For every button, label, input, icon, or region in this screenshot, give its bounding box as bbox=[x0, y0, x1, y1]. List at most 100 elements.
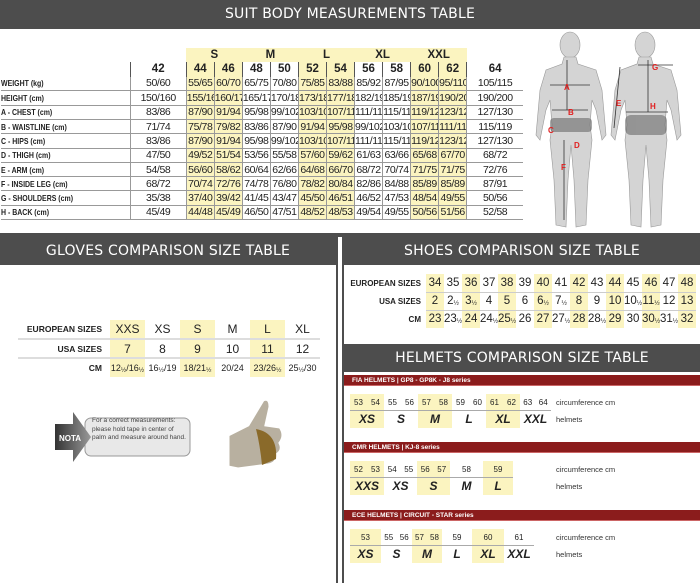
helmet-size-group: 54 55 XS bbox=[384, 461, 417, 495]
cell: 95/98 bbox=[241, 133, 271, 149]
cell: 119/122 bbox=[410, 105, 439, 120]
cell: 39 bbox=[518, 276, 532, 289]
row-label: WEIGHT (kg) bbox=[1, 78, 44, 89]
marker-c: C bbox=[548, 126, 554, 135]
circumference-values: 59 bbox=[483, 461, 513, 478]
cell: 6 bbox=[516, 291, 534, 310]
cell: 83/88 bbox=[325, 76, 355, 92]
size-number: 46 bbox=[213, 62, 243, 77]
cell: 3½ bbox=[462, 291, 480, 310]
circumference-value: 59 bbox=[452, 533, 462, 542]
cell: 49/54 bbox=[354, 205, 383, 221]
section-divider bbox=[0, 233, 700, 237]
row-label: A - CHEST (cm) bbox=[1, 107, 53, 118]
helmet-size: XS bbox=[392, 479, 409, 493]
cell: 45/49 bbox=[213, 205, 243, 221]
table-row: HEIGHT (cm)150/160155/165160/170165/1751… bbox=[1, 90, 523, 106]
cell: 70/74 bbox=[382, 162, 411, 178]
cell: 82/86 bbox=[354, 176, 383, 192]
helmet-size: S bbox=[392, 547, 401, 561]
row-label: USA SIZES bbox=[379, 296, 421, 306]
size-number: 60 bbox=[410, 62, 439, 77]
helmet-size-group: 61 62 XL bbox=[486, 394, 520, 428]
circumference-values: 60 bbox=[472, 529, 504, 546]
helmet-size: XXL bbox=[507, 547, 531, 561]
vertical-divider-right bbox=[342, 237, 344, 583]
circumference-values: 55 56 bbox=[381, 529, 412, 546]
cell: 72/76 bbox=[466, 162, 523, 178]
cell: 60/64 bbox=[241, 162, 271, 178]
cell: 24½ bbox=[480, 309, 498, 328]
half-fraction: ½ bbox=[561, 300, 567, 307]
helmets-table-title: HELMETS COMPARISON SIZE TABLE bbox=[344, 344, 700, 372]
row-label: CM bbox=[408, 314, 421, 324]
cell: 42 bbox=[570, 274, 588, 292]
cell: 7½ bbox=[552, 291, 570, 310]
circumference-value: 56 bbox=[420, 465, 430, 474]
cell: 107/110 bbox=[325, 105, 355, 120]
helmet-size-group: 53 54 XS bbox=[350, 394, 384, 428]
row-label-cell: D - THIGH (cm) bbox=[1, 148, 131, 163]
circumference-value: 56 bbox=[399, 533, 409, 542]
cell: 25½ bbox=[498, 309, 516, 328]
helmet-size: S bbox=[396, 412, 405, 426]
cell: 40 bbox=[534, 274, 552, 292]
size-group: M bbox=[242, 48, 299, 63]
cell: M bbox=[227, 322, 238, 336]
row-label-cell: G - SHOULDERS (cm) bbox=[1, 190, 131, 206]
cell: 55/58 bbox=[269, 148, 299, 163]
marker-b: B bbox=[568, 108, 574, 117]
half-fraction: ½ bbox=[456, 318, 463, 326]
circumference-values: 54 55 bbox=[384, 461, 417, 478]
gloves-table-title: GLOVES COMPARISON SIZE TABLE bbox=[0, 237, 336, 265]
cell: 37/40 bbox=[185, 190, 215, 206]
cell: 65/75 bbox=[241, 76, 271, 92]
cell: 38 bbox=[498, 274, 516, 292]
row-label-cell: A - CHEST (cm) bbox=[1, 105, 131, 120]
helmet-size-group: 55 56 S bbox=[384, 394, 418, 428]
circumference-value: 52 bbox=[354, 465, 363, 474]
half-fraction: ½ bbox=[636, 300, 643, 307]
cell: XS bbox=[154, 322, 171, 336]
table-row: USA SIZES 2 2½ 3½ 4 5 6 6½ 7½ 8 9 10 10½ 11½ 12 13 bbox=[350, 291, 696, 310]
thumbs-up-icon bbox=[226, 397, 285, 471]
half-fraction: ½ bbox=[654, 318, 661, 326]
cell: 190/200 bbox=[438, 90, 467, 106]
table-row: EUROPEAN SIZES 34 35 36 37 38 39 40 41 42 43 44 45 46… bbox=[350, 274, 696, 292]
cell: 41 bbox=[554, 276, 568, 289]
cell: 30 bbox=[624, 309, 642, 328]
helmet-size-group: 59 L bbox=[442, 529, 472, 563]
cell: 23 bbox=[426, 309, 444, 328]
cell: 78/82 bbox=[297, 176, 327, 192]
cell: 41/45 bbox=[241, 190, 271, 206]
cell: 43/47 bbox=[269, 190, 299, 206]
cell: 52/58 bbox=[466, 205, 523, 221]
cell: 68/72 bbox=[466, 148, 523, 163]
row-label-cell: F - INSIDE LEG (cm) bbox=[1, 176, 131, 192]
cell: 56/60 bbox=[185, 162, 215, 178]
row-label-cell: H - BACK (cm) bbox=[1, 205, 131, 221]
circumference-value: 57 bbox=[437, 465, 447, 474]
cell: 190/200 bbox=[466, 90, 523, 106]
cell: 2 bbox=[426, 291, 444, 310]
size-group bbox=[467, 48, 523, 62]
helmet-size: S bbox=[429, 479, 438, 493]
cell: 75/85 bbox=[297, 76, 327, 92]
cell: 177/187 bbox=[325, 90, 355, 106]
cell: 28½ bbox=[588, 309, 606, 328]
cell: 95/98 bbox=[325, 119, 355, 135]
table-row: CM 12½/16½ 16½/19 18/21½ 20/24 23/26½ 25½/30 bbox=[18, 357, 320, 377]
cell: 9 bbox=[180, 338, 215, 358]
cell: 99/102 bbox=[269, 133, 299, 149]
size-group: L bbox=[298, 48, 355, 63]
half-fraction: ½ bbox=[543, 300, 549, 307]
circumference-value: 62 bbox=[507, 398, 516, 407]
cell: 76/80 bbox=[269, 176, 299, 192]
circumference-value: 57 bbox=[415, 533, 424, 542]
helmet-size-group: 63 64 XXL bbox=[520, 394, 551, 428]
helmet-size: XXS bbox=[354, 479, 379, 493]
cell: 87/90 bbox=[185, 133, 215, 149]
cell: 68/72 bbox=[354, 162, 383, 178]
size-group-row: S M L XL XXL bbox=[1, 48, 523, 63]
cell: 48/53 bbox=[325, 205, 355, 221]
